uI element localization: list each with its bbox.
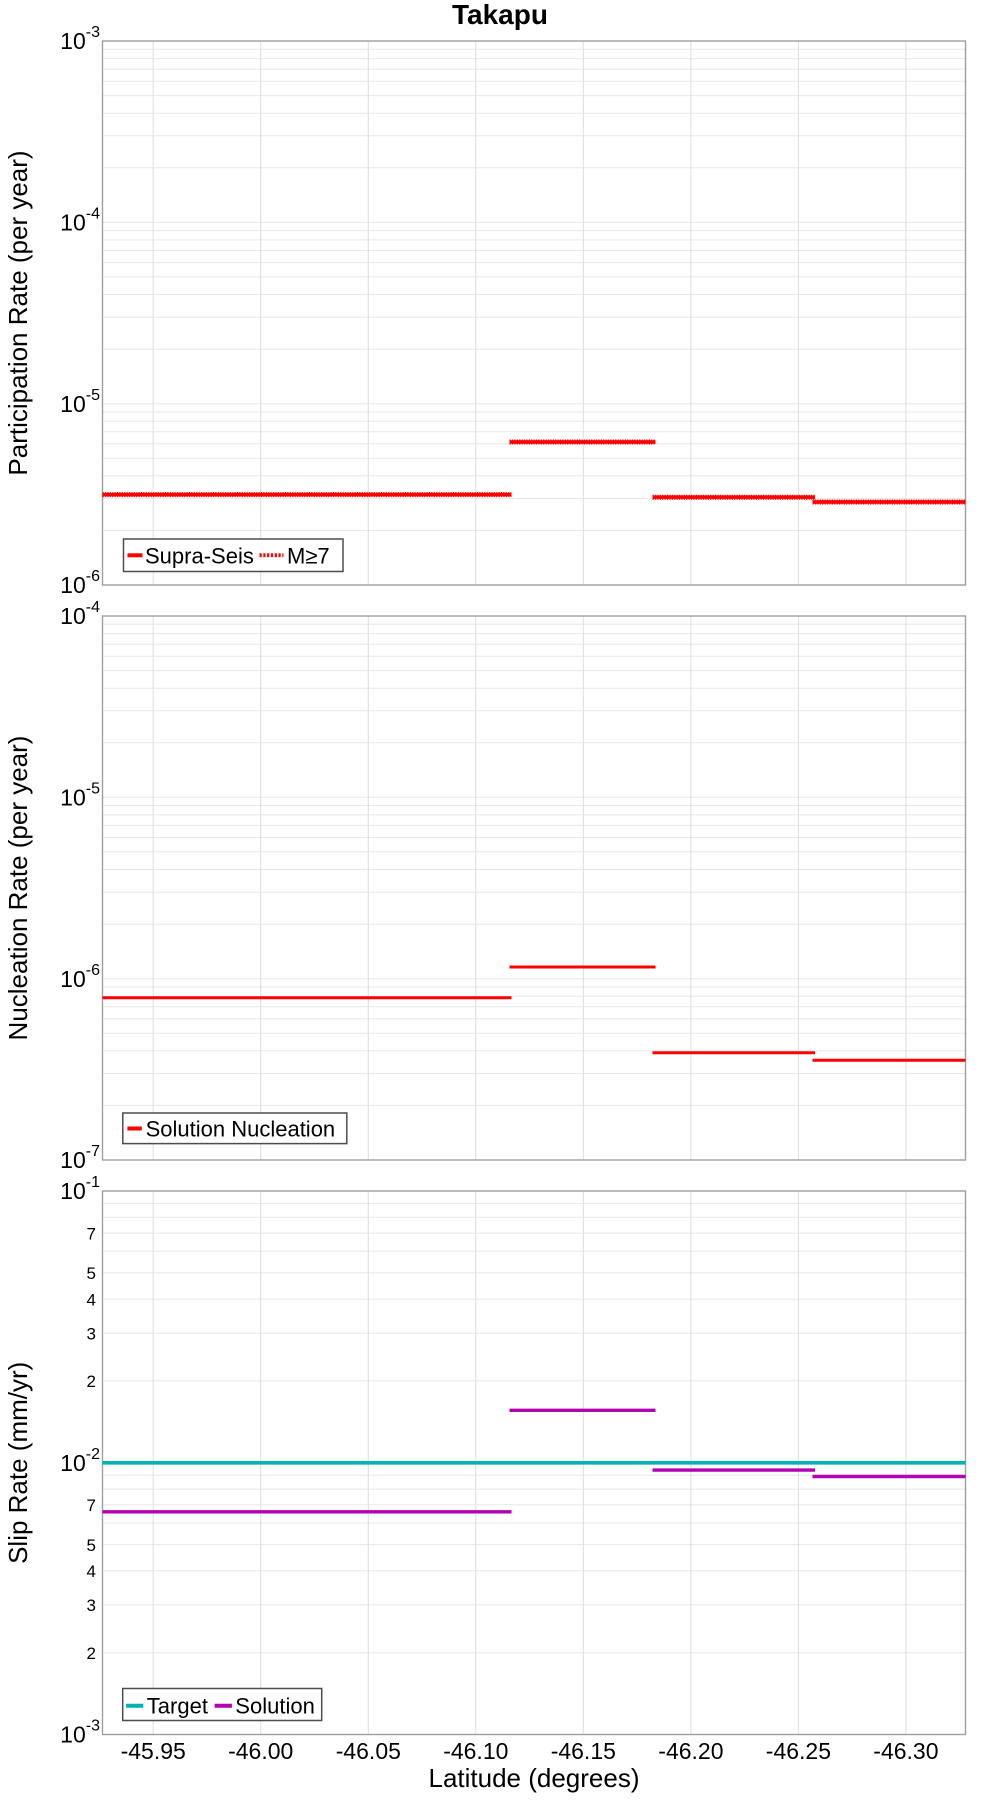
svg-text:2: 2	[87, 1644, 96, 1663]
svg-text:M≥7: M≥7	[287, 543, 330, 568]
svg-text:Target: Target	[147, 1694, 208, 1719]
svg-text:Supra-Seis: Supra-Seis	[145, 543, 254, 568]
svg-text:5: 5	[87, 1264, 96, 1283]
svg-text:-46.25: -46.25	[766, 1738, 831, 1764]
svg-text:7: 7	[87, 1496, 96, 1515]
svg-text:5: 5	[87, 1536, 96, 1555]
svg-text:Latitude (degrees): Latitude (degrees)	[428, 1763, 639, 1793]
svg-text:Takapu: Takapu	[452, 0, 548, 30]
svg-text:Solution Nucleation: Solution Nucleation	[146, 1117, 336, 1142]
svg-text:-46.20: -46.20	[658, 1738, 723, 1764]
svg-text:4: 4	[87, 1562, 96, 1581]
svg-text:2: 2	[87, 1372, 96, 1391]
svg-text:Participation Rate (per year): Participation Rate (per year)	[3, 150, 33, 475]
svg-text:Slip Rate (mm/yr): Slip Rate (mm/yr)	[3, 1362, 33, 1564]
svg-text:-46.05: -46.05	[336, 1738, 401, 1764]
svg-text:3: 3	[87, 1596, 96, 1615]
svg-text:-46.15: -46.15	[551, 1738, 616, 1764]
svg-text:-46.00: -46.00	[228, 1738, 293, 1764]
svg-text:-46.30: -46.30	[873, 1738, 938, 1764]
svg-text:4: 4	[87, 1290, 96, 1309]
svg-text:10-5: 10-5	[60, 781, 100, 811]
svg-text:-45.95: -45.95	[121, 1738, 186, 1764]
svg-text:7: 7	[87, 1224, 96, 1243]
svg-text:3: 3	[87, 1324, 96, 1343]
svg-text:-46.10: -46.10	[443, 1738, 508, 1764]
svg-text:Nucleation Rate (per year): Nucleation Rate (per year)	[3, 736, 33, 1041]
svg-text:10-4: 10-4	[60, 599, 100, 629]
svg-text:10-3: 10-3	[60, 24, 100, 54]
svg-text:Solution: Solution	[235, 1694, 315, 1719]
